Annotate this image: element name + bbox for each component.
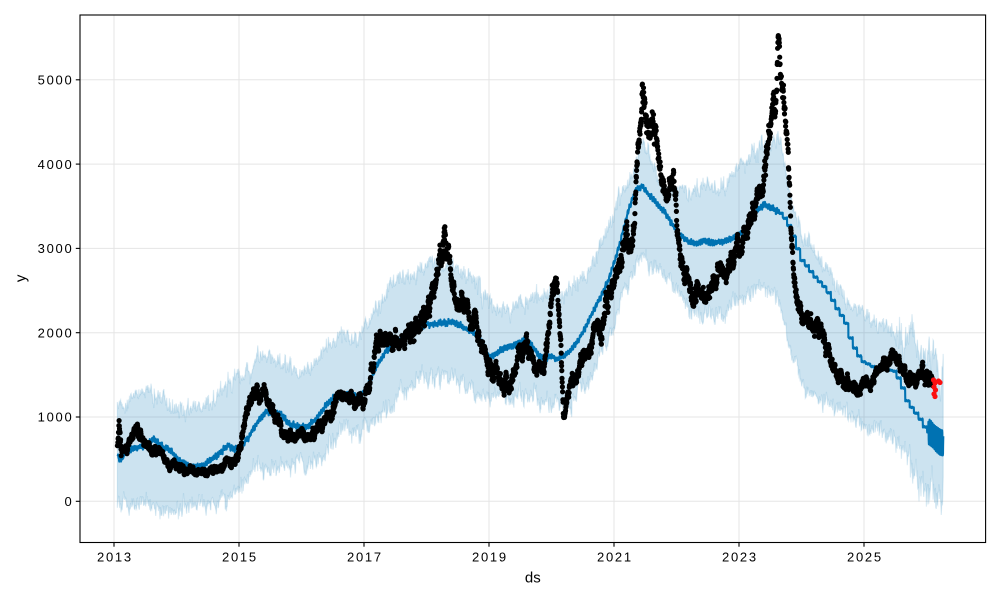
svg-text:0: 0: [64, 494, 73, 509]
svg-text:1000: 1000: [38, 410, 74, 425]
svg-text:2017: 2017: [347, 550, 383, 565]
svg-text:2023: 2023: [722, 550, 758, 565]
svg-text:2025: 2025: [847, 550, 883, 565]
svg-text:2019: 2019: [472, 550, 508, 565]
svg-text:5000: 5000: [38, 73, 74, 88]
svg-text:2000: 2000: [38, 325, 74, 340]
svg-text:y: y: [12, 274, 29, 282]
svg-text:2021: 2021: [597, 550, 633, 565]
svg-text:2015: 2015: [222, 550, 258, 565]
svg-text:3000: 3000: [38, 241, 74, 256]
svg-text:ds: ds: [525, 570, 541, 587]
svg-text:2013: 2013: [97, 550, 133, 565]
svg-text:4000: 4000: [38, 157, 74, 172]
